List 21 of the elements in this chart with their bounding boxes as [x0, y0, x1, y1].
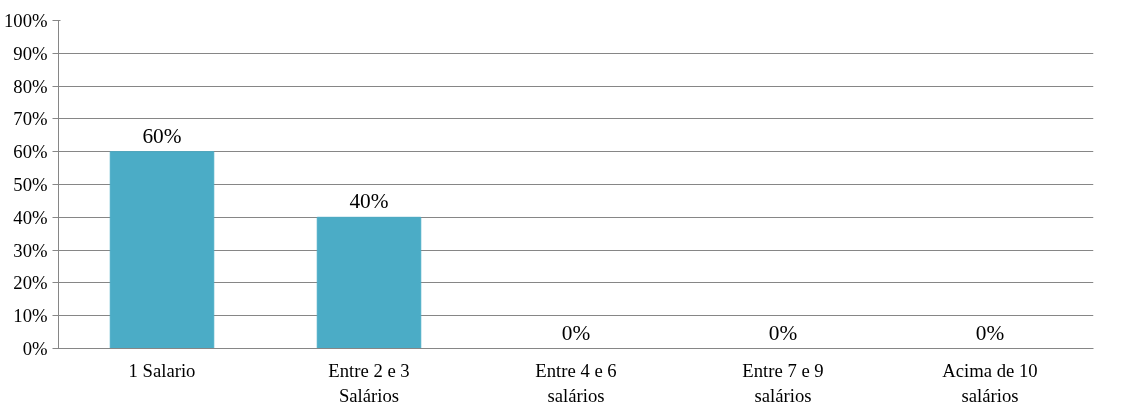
y-tick-label: 50%	[13, 174, 48, 195]
y-tick-label: 70%	[13, 108, 48, 130]
data-label: 0%	[768, 320, 798, 345]
y-tick-label: 30%	[13, 239, 48, 261]
y-tick-label: 100%	[3, 10, 48, 31]
y-tick-label: 20%	[13, 272, 48, 294]
x-tick-label: Entre 2 e 3 Salários	[328, 359, 410, 406]
x-tick-label: Acima de 10 salários	[942, 359, 1038, 406]
x-tick-label: 1 Salario	[128, 359, 196, 381]
data-label: 40%	[349, 189, 389, 214]
data-label: 60%	[142, 123, 182, 148]
y-tick-label: 40%	[13, 206, 48, 228]
y-tick-label: 0%	[22, 338, 48, 359]
data-label: 0%	[561, 320, 591, 345]
y-tick-label: 60%	[13, 141, 48, 163]
x-tick-label: Entre 7 e 9 salários	[742, 359, 824, 406]
x-tick-label: Entre 4 e 6 salários	[535, 359, 617, 406]
y-tick-label: 10%	[13, 305, 48, 327]
y-tick-label: 90%	[13, 42, 48, 64]
data-label: 0%	[975, 320, 1005, 345]
y-tick-label: 80%	[13, 75, 48, 97]
